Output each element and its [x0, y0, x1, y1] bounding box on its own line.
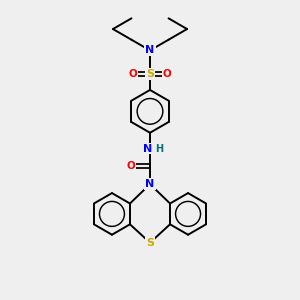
Text: N: N [146, 179, 154, 189]
Text: O: O [128, 69, 137, 79]
Text: N: N [143, 143, 152, 154]
Text: N: N [146, 45, 154, 56]
Text: O: O [126, 161, 135, 171]
Text: O: O [163, 69, 172, 79]
Text: S: S [146, 69, 154, 79]
Text: H: H [155, 144, 164, 154]
Text: S: S [146, 238, 154, 248]
